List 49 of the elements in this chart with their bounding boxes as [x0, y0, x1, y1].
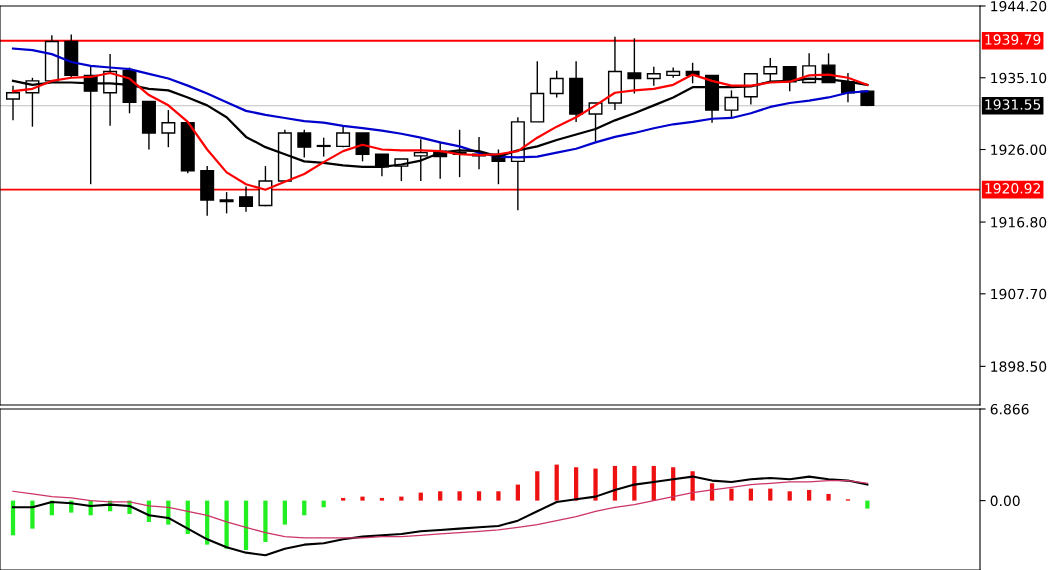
candlestick — [297, 129, 312, 159]
candlestick — [316, 136, 331, 158]
bar — [438, 491, 443, 501]
bar — [826, 493, 831, 501]
y-tick-label: 1907.70 — [991, 288, 1047, 300]
candlestick — [6, 84, 21, 122]
y-tick-label: 0.00 — [990, 495, 1020, 507]
bar — [632, 465, 637, 501]
line-series — [12, 479, 869, 539]
bar — [457, 491, 462, 501]
bar — [418, 492, 423, 501]
bar — [399, 496, 404, 501]
bar — [496, 491, 501, 501]
bar — [535, 471, 540, 501]
bar — [476, 491, 482, 501]
y-tick-label: 1916.80 — [991, 217, 1047, 228]
candlestick — [549, 69, 564, 99]
bar — [865, 500, 870, 509]
bar — [360, 496, 365, 501]
y-tick-label: 1944.20 — [991, 0, 1047, 12]
bar — [748, 488, 754, 501]
ref-line-label: 1931.55 — [985, 99, 1041, 110]
ref-line-label: 1920.92 — [985, 183, 1040, 194]
bar — [340, 497, 346, 501]
y-tick-label: 1935.10 — [991, 72, 1047, 84]
y-tick-label: 1898.50 — [991, 361, 1047, 372]
bar — [768, 488, 773, 501]
ref-line-label: 1939.79 — [985, 34, 1041, 45]
bar — [243, 500, 249, 550]
candlestick — [161, 109, 176, 148]
candlestick — [627, 37, 642, 95]
bar — [379, 497, 385, 501]
bar — [787, 491, 792, 501]
bar — [554, 464, 559, 501]
bar — [263, 500, 268, 542]
candlestick — [646, 66, 661, 87]
candlestick — [219, 191, 234, 215]
line-series — [11, 475, 869, 557]
bar — [224, 500, 229, 549]
bar — [729, 488, 734, 501]
bar — [282, 500, 287, 525]
bar — [30, 500, 35, 529]
y-tick-label: 1926.00 — [991, 144, 1047, 155]
candlestick — [239, 185, 254, 213]
bar — [515, 484, 520, 501]
bar — [593, 468, 598, 501]
y-tick-label: 6.866 — [990, 403, 1029, 415]
bar — [806, 489, 812, 501]
candlestick — [724, 89, 739, 119]
